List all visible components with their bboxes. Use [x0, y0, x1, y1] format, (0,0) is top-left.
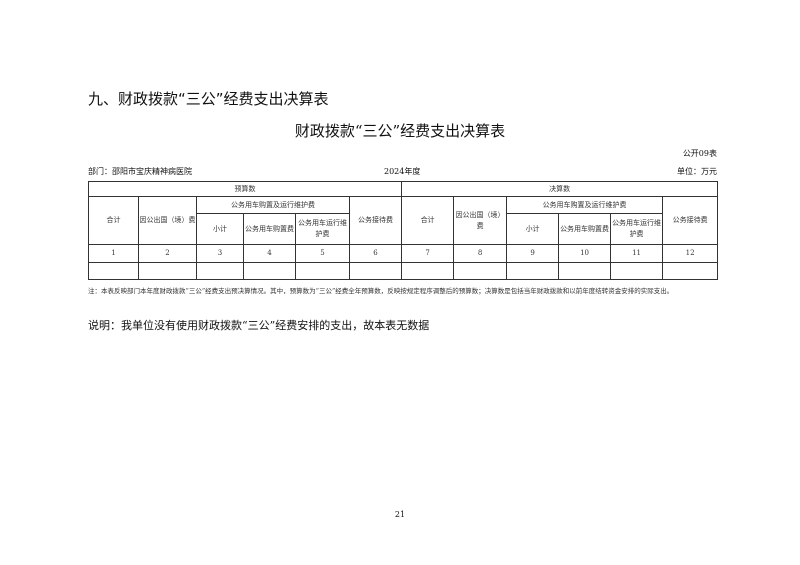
header-car-buy: 公务用车购置费	[558, 213, 612, 245]
header-final: 决算数	[401, 181, 719, 197]
header-total: 合计	[88, 196, 139, 245]
header-abroad: 因公出国（境）费	[453, 196, 508, 245]
col-number: 1	[88, 244, 139, 263]
col-number: 11	[610, 244, 664, 263]
table-title: 财政拨款“三公”经费支出决算表	[294, 122, 506, 140]
col-number: 10	[558, 244, 612, 263]
form-number: 公开09表	[682, 149, 717, 158]
col-number: 5	[295, 244, 350, 263]
header-subtotal: 小计	[506, 213, 560, 245]
explanation: 说明：我单位没有使用财政拨款“三公”经费安排的支出，故本表无数据	[88, 319, 430, 332]
col-number: 4	[243, 244, 296, 263]
expense-table: 预算数 决算数 合计 因公出国（境）费 公务用车购置及运行维护费 公务接待费 合计…	[87, 181, 719, 280]
col-number: 6	[348, 244, 403, 263]
column-number-row: 1 2 3 4 5 6 7 8 9 10 11 12	[88, 244, 719, 263]
header-car-group: 公务用车购置及运行维护费	[506, 196, 664, 214]
col-number: 2	[138, 244, 197, 263]
section-title: 九、财政拨款“三公”经费支出决算表	[88, 90, 329, 108]
page-number: 21	[394, 510, 406, 519]
col-number: 12	[662, 244, 719, 263]
empty-data-row	[88, 262, 719, 280]
col-number: 8	[453, 244, 508, 263]
table-note: 注：本表反映部门本年度财政拨款“三公”经费支出预决算情况。其中，预算数为“三公”…	[88, 287, 674, 295]
department: 部门：邵阳市宝庆精神病医院	[88, 167, 192, 176]
header-budget: 预算数	[87, 181, 403, 197]
header-total: 合计	[401, 196, 455, 245]
header-abroad: 因公出国（境）费	[138, 196, 197, 245]
header-car-run: 公务用车运行维护费	[295, 213, 350, 245]
header-subtotal: 小计	[196, 213, 244, 245]
col-number: 3	[196, 244, 244, 263]
col-number: 9	[506, 244, 560, 263]
header-reception: 公务接待费	[348, 196, 403, 245]
header-car-run: 公务用车运行维护费	[610, 213, 664, 245]
header-car-group: 公务用车购置及运行维护费	[196, 196, 350, 214]
header-car-buy: 公务用车购置费	[243, 213, 296, 245]
unit: 单位：万元	[677, 167, 717, 176]
header-reception: 公务接待费	[662, 196, 719, 245]
year: 2024年度	[384, 167, 421, 176]
col-number: 7	[401, 244, 455, 263]
